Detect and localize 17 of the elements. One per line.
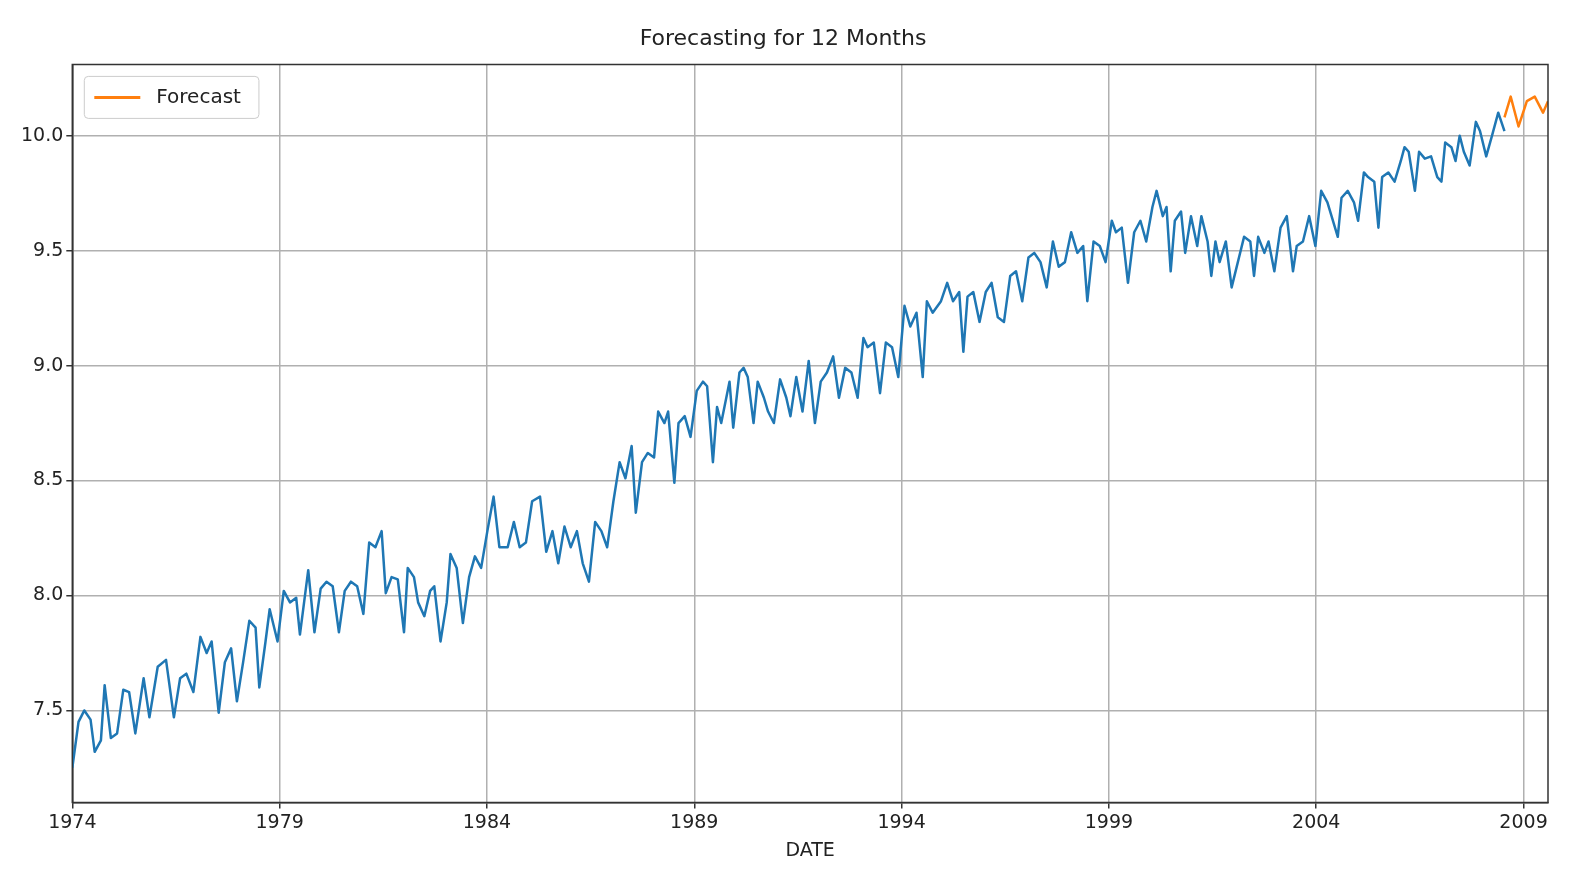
- y-tick-label: 9.5: [33, 237, 64, 260]
- x-tick-label: 1979: [255, 809, 304, 832]
- x-tick-label: 1989: [670, 809, 719, 832]
- x-axis-title: DATE: [785, 837, 835, 860]
- chart-title: Forecasting for 12 Months: [639, 24, 927, 50]
- x-tick-label: 1999: [1084, 809, 1134, 832]
- y-tick-label: 7.5: [33, 697, 64, 720]
- x-tick-label: 1994: [877, 809, 926, 832]
- y-tick-label: 10.0: [20, 122, 64, 145]
- x-tick-label: 1984: [462, 809, 512, 832]
- x-tick-label: 1974: [48, 809, 97, 832]
- y-tick-label: 8.5: [33, 467, 64, 490]
- y-tick-label: 9.0: [33, 352, 64, 375]
- x-tick-label: 2009: [1499, 809, 1548, 832]
- x-tick-label: 2004: [1292, 809, 1341, 832]
- y-tick-label: 8.0: [33, 582, 64, 605]
- legend-label: Forecast: [156, 83, 242, 108]
